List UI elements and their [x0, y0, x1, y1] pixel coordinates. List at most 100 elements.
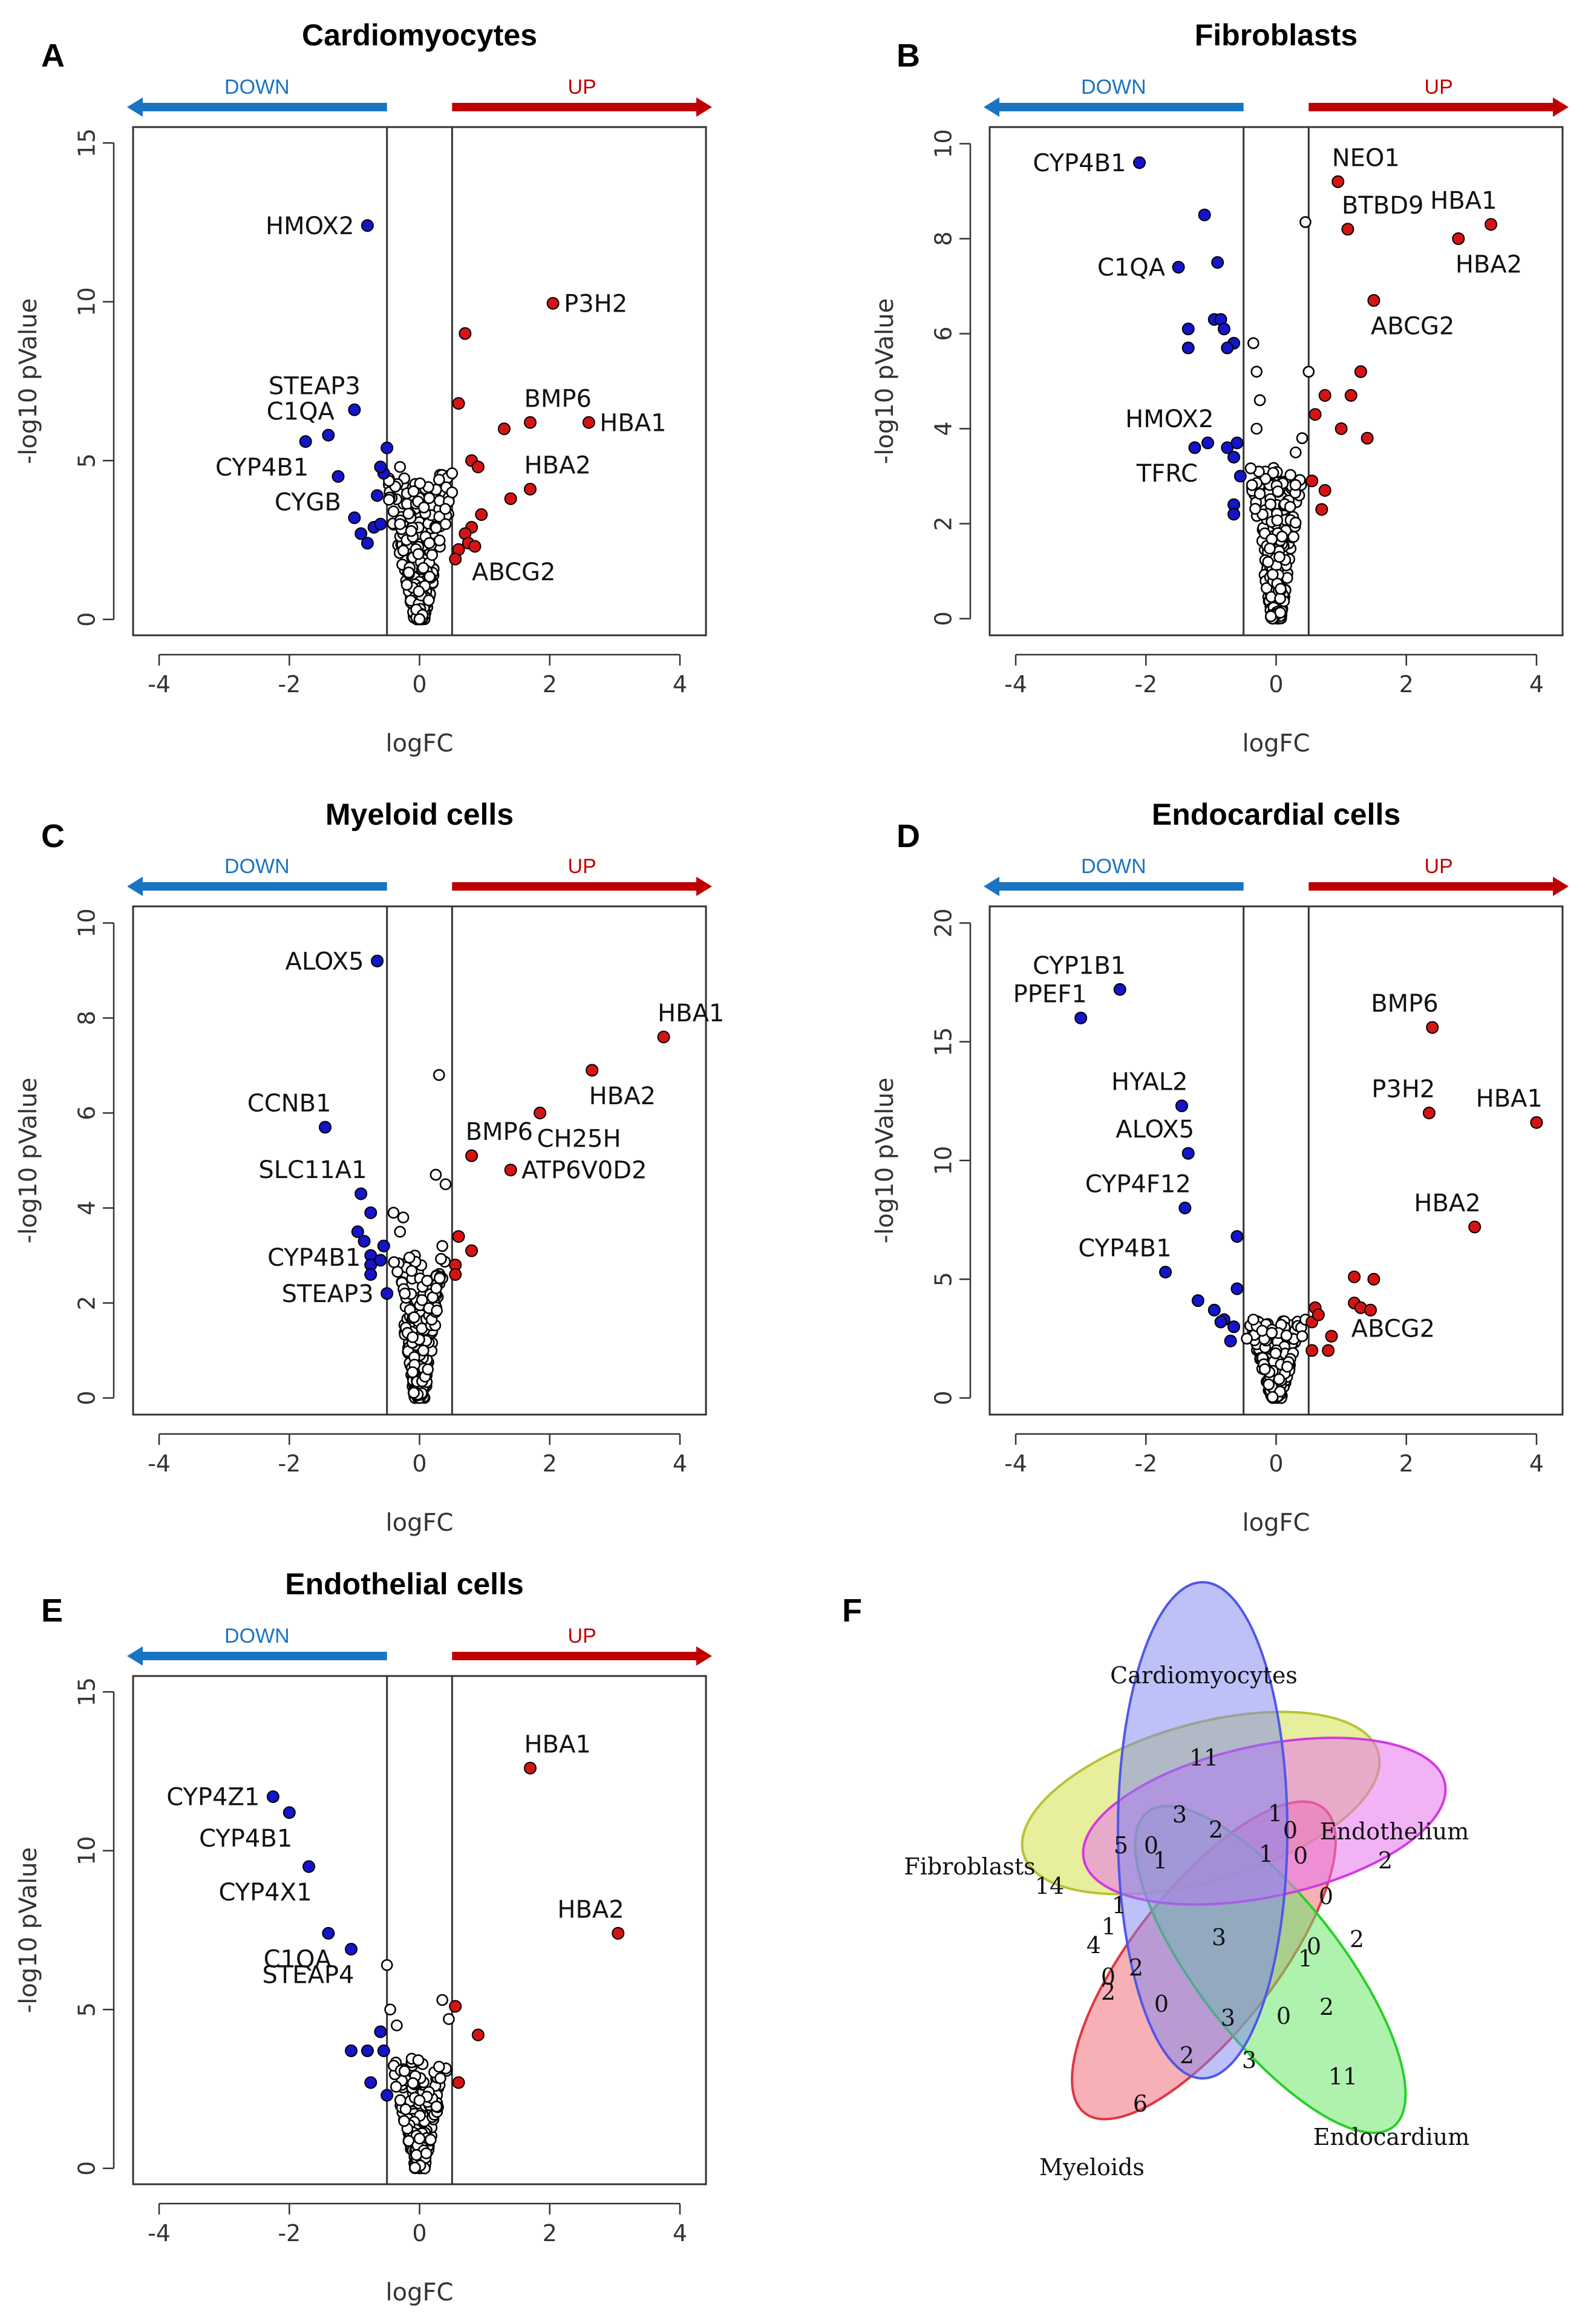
- down-point: [364, 1268, 377, 1281]
- venn-count: 1: [1298, 1945, 1313, 1972]
- venn-count: 5: [1114, 1832, 1128, 1859]
- ns-point: [1249, 503, 1261, 515]
- gene-label: C1QA: [267, 398, 335, 425]
- ns-point: [413, 2132, 426, 2145]
- ns-point: [1256, 1324, 1269, 1337]
- panel-letter-b: B: [897, 38, 920, 74]
- ns-point: [394, 518, 407, 531]
- gene-label: STEAP4: [262, 1962, 354, 1989]
- venn-count: 0: [1276, 2003, 1291, 2029]
- ns-point: [409, 2161, 421, 2174]
- ns-point: [1247, 337, 1259, 349]
- x-tick-label: 2: [1399, 671, 1414, 698]
- gene-label: HBA2: [557, 1896, 624, 1923]
- volcano-panel-e: Endothelial cells DOWN UP -4 -2 0 2 4 logFC 0 5 10 1…: [15, 1567, 712, 2306]
- up-point: [523, 416, 537, 429]
- venn-count: 2: [1129, 1954, 1143, 1981]
- gene-label: HBA1: [524, 1730, 590, 1758]
- plot-frame: [988, 905, 1564, 1416]
- venn-count: 14: [1035, 1873, 1064, 1899]
- ns-point: [417, 561, 430, 574]
- ns-point: [1289, 479, 1302, 491]
- down-point: [374, 1254, 387, 1267]
- up-point: [1344, 389, 1357, 402]
- ns-point: [1284, 500, 1296, 513]
- up-point: [1422, 1106, 1436, 1119]
- x-tick-label: 0: [412, 2220, 426, 2247]
- y-axis-label: -log10 pValue: [871, 1078, 899, 1243]
- x-axis-label: logFC: [1243, 1509, 1310, 1537]
- ns-point: [1250, 365, 1263, 378]
- ns-point: [402, 508, 415, 520]
- down-point: [348, 511, 361, 525]
- y-tick-label: 10: [930, 1146, 957, 1175]
- x-tick-label: 2: [543, 1450, 557, 1477]
- up-arrow-head: [1553, 877, 1569, 896]
- down-point: [1178, 1202, 1192, 1215]
- y-tick-label: 20: [930, 908, 957, 937]
- ns-point: [1296, 1330, 1308, 1343]
- x-tick-label: 2: [1399, 1450, 1414, 1477]
- ns-point: [1253, 394, 1266, 407]
- ns-point: [399, 1288, 411, 1300]
- up-point: [1468, 1220, 1482, 1234]
- y-tick-label: 0: [930, 611, 957, 626]
- up-point: [449, 552, 462, 566]
- ns-point: [431, 1304, 443, 1317]
- down-point: [377, 1239, 390, 1252]
- ns-point: [1265, 610, 1277, 623]
- gene-label: HMOX2: [1125, 405, 1214, 433]
- y-tick-label: 8: [930, 231, 957, 246]
- venn-count: 1: [1268, 1800, 1282, 1827]
- x-tick-label: -4: [148, 2220, 171, 2247]
- ns-point: [446, 486, 459, 499]
- ns-point: [410, 2149, 423, 2161]
- ns-point: [1271, 514, 1284, 526]
- gene-label: P3H2: [1371, 1075, 1435, 1103]
- gene-label: CH25H: [537, 1125, 621, 1153]
- up-point: [1312, 1308, 1325, 1321]
- x-tick-label: -4: [148, 1450, 171, 1477]
- down-point: [1227, 1320, 1241, 1334]
- ns-point: [400, 578, 413, 591]
- down-arrow-head: [127, 1646, 143, 1666]
- ns-point: [1272, 485, 1284, 497]
- y-tick-label: 10: [74, 1836, 100, 1865]
- ns-point: [433, 511, 445, 523]
- ns-point: [397, 1211, 410, 1224]
- x-axis-label: logFC: [386, 1509, 454, 1537]
- ns-point: [1266, 1327, 1278, 1339]
- ns-point: [408, 1311, 420, 1323]
- panel-title: Endothelial cells: [285, 1567, 524, 1601]
- plot-frame: [132, 1675, 707, 2185]
- down-point: [381, 441, 394, 454]
- ns-point: [1267, 466, 1279, 479]
- up-point: [612, 1926, 625, 1940]
- x-tick-label: 0: [1269, 671, 1283, 698]
- ns-point: [413, 2094, 426, 2107]
- up-point: [1426, 1021, 1439, 1034]
- gene-label: ABCG2: [1351, 1315, 1435, 1343]
- down-point: [1175, 1099, 1188, 1113]
- down-point: [381, 2089, 394, 2102]
- ns-point: [1276, 531, 1289, 543]
- ns-point: [1247, 1314, 1259, 1326]
- ns-point: [1244, 462, 1257, 474]
- x-tick-label: -2: [278, 671, 301, 698]
- ns-point: [398, 2065, 411, 2077]
- ns-point: [1267, 568, 1279, 581]
- up-point: [465, 1244, 479, 1257]
- venn-count: 3: [1242, 2047, 1256, 2074]
- down-point: [322, 1926, 335, 1940]
- gene-label: ALOX5: [286, 948, 364, 975]
- ns-point: [1274, 592, 1286, 605]
- y-axis-label: -log10 pValue: [15, 298, 42, 464]
- up-point: [1318, 389, 1331, 402]
- up-point: [471, 460, 485, 474]
- panel-letter-e: E: [41, 1592, 63, 1629]
- up-point: [1354, 365, 1367, 378]
- up-point: [504, 1164, 517, 1177]
- x-axis-label: logFC: [386, 2279, 454, 2306]
- ns-point: [436, 1994, 448, 2006]
